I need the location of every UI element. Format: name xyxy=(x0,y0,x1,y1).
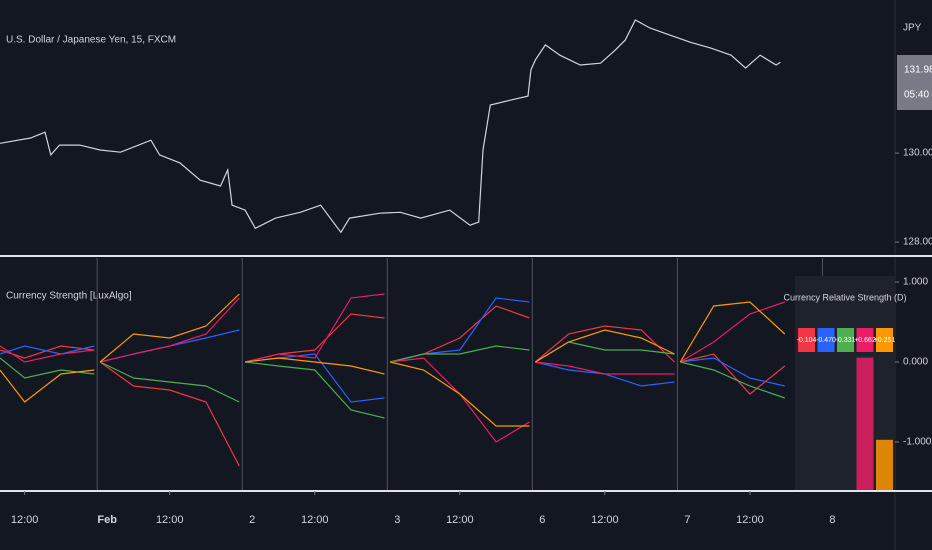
strength-cell xyxy=(876,328,893,352)
y-tick-label: 128.000 xyxy=(903,237,932,248)
strength-value: -0.470 xyxy=(816,337,836,344)
x-tick-label: 12:00 xyxy=(591,514,619,526)
x-tick-label: 12:00 xyxy=(301,514,329,526)
y-tick-label: 130.000 xyxy=(903,148,932,159)
strength-line xyxy=(0,293,786,427)
strength-line xyxy=(0,341,785,419)
x-tick-label: 3 xyxy=(394,514,400,526)
table-title: Currency Relative Strength (D) xyxy=(783,292,906,302)
x-tick-label: 12:00 xyxy=(736,514,764,526)
strength-value: -0.331 xyxy=(836,337,856,344)
x-tick-label: 6 xyxy=(539,514,545,526)
x-tick-label: 7 xyxy=(684,514,690,526)
price-label-box xyxy=(897,55,932,110)
strength-value: +0.662 xyxy=(854,337,876,344)
strength-cell xyxy=(856,328,874,352)
strength-value: -0.104 xyxy=(797,337,817,344)
symbol-title: U.S. Dollar / Japanese Yen, 15, FXCM xyxy=(6,35,176,46)
strength-gauge xyxy=(876,439,893,490)
strength-cell xyxy=(837,328,854,352)
price-line xyxy=(0,19,781,234)
x-tick-label: 12:00 xyxy=(11,514,39,526)
countdown: 05:40 xyxy=(904,90,929,101)
strength-cell xyxy=(817,328,835,352)
last-price: 131.982 xyxy=(904,65,932,76)
x-tick-label: 12:00 xyxy=(156,514,184,526)
strength-gauge xyxy=(856,357,874,490)
series-layer xyxy=(0,19,823,490)
currency-label: JPY xyxy=(903,23,922,34)
strength-cell xyxy=(798,328,815,352)
strength-value: +0.251 xyxy=(874,337,896,344)
x-tick-label: 12:00 xyxy=(446,514,474,526)
strength-line xyxy=(0,305,786,467)
y-tick-label: 1.000 xyxy=(903,277,928,288)
indicator-title: Currency Strength [LuxAlgo] xyxy=(6,291,132,302)
y-tick-label: -1.000 xyxy=(903,437,932,448)
x-tick-label: Feb xyxy=(97,514,117,526)
y-tick-label: 0.000 xyxy=(903,357,928,368)
x-tick-label: 2 xyxy=(249,514,255,526)
x-tick-label: 8 xyxy=(829,514,835,526)
